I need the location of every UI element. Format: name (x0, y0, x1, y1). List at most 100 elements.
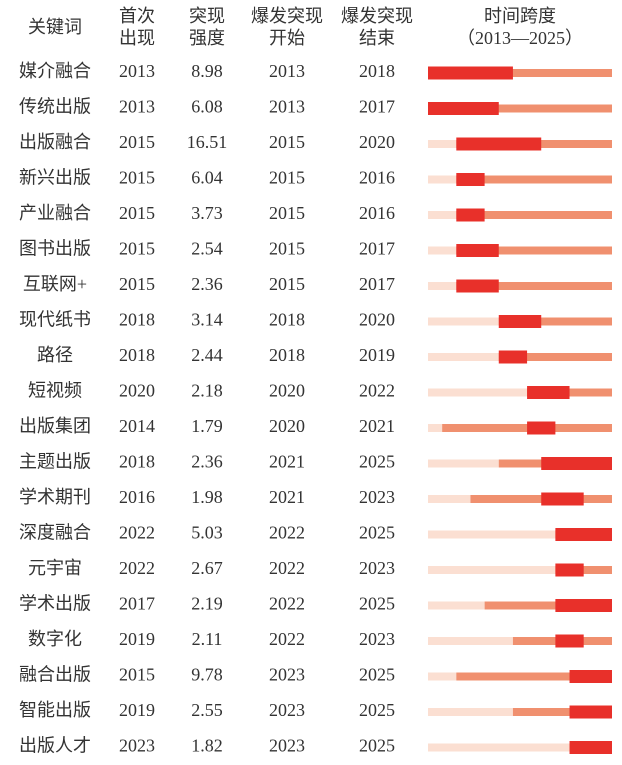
keyword: 元宇宙 (28, 558, 82, 578)
column-header: 爆发突现 (251, 6, 323, 26)
cell-value: 2.36 (191, 452, 223, 472)
cell-value: 2025 (359, 665, 395, 685)
timeline-active (456, 672, 612, 681)
cell-value: 2019 (119, 629, 155, 649)
column-header: 关键词 (28, 17, 82, 37)
timeline-before (428, 175, 457, 184)
burst-bar (569, 705, 612, 719)
timeline-active (498, 317, 612, 326)
burst-bar (569, 670, 612, 683)
cell-value: 2015 (119, 132, 155, 152)
cell-value: 2.44 (191, 345, 223, 365)
column-header: 开始 (269, 28, 305, 48)
keyword: 图书出版 (19, 239, 91, 259)
timeline-before (428, 637, 513, 645)
keyword: 学术出版 (19, 594, 91, 614)
burst-bar (428, 102, 499, 115)
cell-value: 5.03 (191, 523, 223, 543)
cell-value: 2025 (359, 452, 395, 472)
cell-value: 2.36 (191, 274, 223, 294)
burst-bar (456, 137, 542, 151)
cell-value: 2013 (269, 61, 305, 81)
keyword: 路径 (37, 345, 73, 365)
cell-value: 2021 (269, 487, 305, 507)
column-header: 时间跨度 (484, 6, 556, 26)
keyword: 智能出版 (19, 700, 91, 720)
cell-value: 2022 (269, 594, 305, 614)
cell-value: 2025 (359, 736, 395, 756)
cell-value: 2023 (359, 629, 395, 649)
timeline-before (428, 246, 457, 255)
cell-value: 2.67 (191, 558, 223, 578)
cell-value: 2022 (119, 558, 155, 578)
column-header: 出现 (119, 28, 155, 48)
cell-value: 2022 (359, 381, 395, 401)
keyword: 传统出版 (19, 97, 91, 117)
cell-value: 2015 (119, 665, 155, 685)
cell-value: 2.55 (191, 700, 223, 720)
burst-bar (498, 350, 528, 364)
cell-value: 2021 (269, 452, 305, 472)
cell-value: 2018 (119, 452, 155, 472)
timeline-active (456, 211, 612, 219)
keyword: 出版集团 (19, 416, 91, 436)
cell-value: 2015 (269, 274, 305, 294)
cell-value: 2.11 (192, 629, 223, 649)
cell-value: 2017 (359, 97, 395, 117)
keyword: 学术期刊 (19, 487, 91, 507)
keyword: 主题出版 (19, 452, 91, 472)
cell-value: 2022 (269, 629, 305, 649)
timeline-active (428, 69, 612, 77)
cell-value: 2020 (359, 132, 395, 152)
cell-value: 2015 (269, 168, 305, 188)
cell-value: 1.98 (191, 487, 223, 507)
keyword: 数字化 (28, 629, 82, 649)
keyword: 深度融合 (19, 523, 91, 543)
cell-value: 6.08 (191, 97, 223, 117)
cell-value: 2.54 (191, 239, 223, 259)
burst-bar (498, 315, 542, 328)
cell-value: 2016 (359, 203, 395, 223)
cell-value: 1.79 (191, 416, 223, 436)
timeline-before (428, 601, 485, 610)
column-header: 首次 (119, 6, 155, 26)
cell-value: 2016 (119, 487, 155, 507)
timeline-before (428, 317, 499, 326)
keyword: 互联网+ (23, 274, 87, 294)
keyword: 产业融合 (19, 203, 91, 223)
cell-value: 1.82 (191, 736, 223, 756)
cell-value: 2023 (269, 700, 305, 720)
cell-value: 2016 (359, 168, 395, 188)
cell-value: 3.14 (191, 310, 223, 330)
timeline-before (428, 743, 570, 752)
cell-value: 2022 (269, 558, 305, 578)
cell-value: 6.04 (191, 168, 223, 188)
cell-value: 2015 (269, 203, 305, 223)
timeline-before (428, 211, 457, 219)
timeline-active (498, 353, 612, 361)
cell-value: 2020 (359, 310, 395, 330)
cell-value: 2013 (269, 97, 305, 117)
cell-value: 2022 (269, 523, 305, 543)
cell-value: 2021 (359, 416, 395, 436)
cell-value: 2015 (119, 203, 155, 223)
column-header: 爆发突现 (341, 6, 413, 26)
cell-value: 2017 (359, 239, 395, 259)
keyword: 出版人才 (19, 736, 91, 756)
keyword: 融合出版 (19, 665, 91, 685)
burst-bar (541, 457, 612, 470)
timeline-active (428, 104, 612, 113)
cell-value: 8.98 (191, 61, 223, 81)
cell-value: 2014 (119, 416, 155, 436)
cell-value: 2020 (269, 416, 305, 436)
cell-value: 2025 (359, 523, 395, 543)
cell-value: 2018 (269, 345, 305, 365)
timeline-active (456, 175, 612, 184)
burst-bar (555, 563, 584, 577)
cell-value: 2023 (359, 558, 395, 578)
cell-value: 2020 (119, 381, 155, 401)
cell-value: 2023 (269, 736, 305, 756)
timeline-before (428, 495, 471, 503)
cell-value: 2015 (119, 168, 155, 188)
cell-value: 2020 (269, 381, 305, 401)
